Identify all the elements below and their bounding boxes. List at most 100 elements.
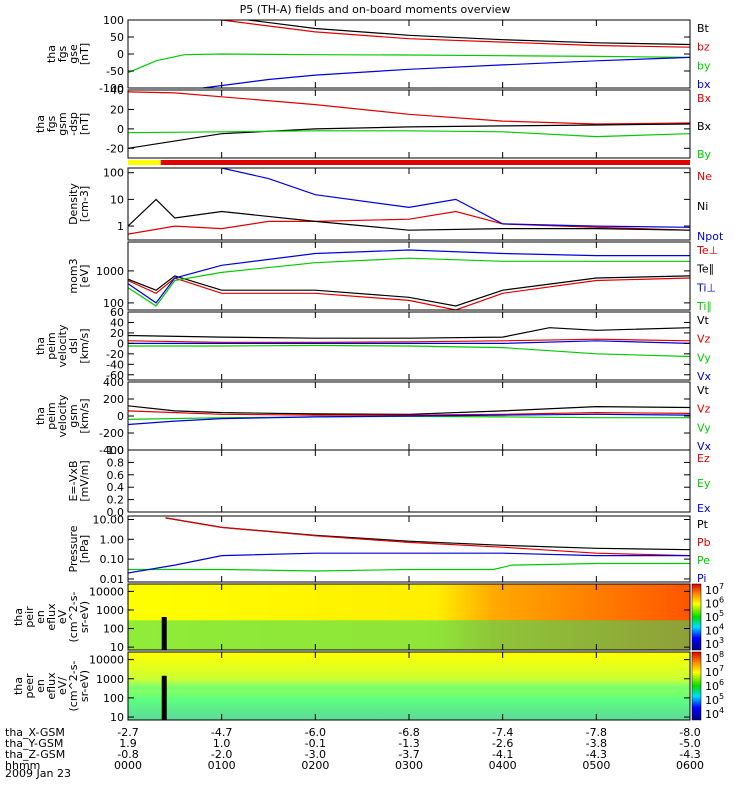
x-axis-tick-label: -4.1 [492,748,513,761]
x-axis-row-label: hhmm [5,759,40,772]
colorbar-tick-label: 107 [705,582,724,597]
y-tick-label: 100 [103,167,124,180]
legend-entry: Vt [697,384,710,397]
y-tick-label: 100 [103,692,124,705]
y-axis-label-line: fgs [45,115,58,132]
colorbar-tick-label: 104 [705,623,724,638]
y-axis-label-line: tha [45,45,58,63]
x-axis-tick-label: -4.3 [679,748,700,761]
y-axis-label-line: Density [67,183,80,225]
x-axis-tick-label: -1.3 [398,737,419,750]
series-line [128,552,690,574]
y-tick-label: 10 [110,641,124,654]
series-line [128,344,690,358]
legend-entry: Bt [697,22,710,35]
y-axis-label-line: fgs [56,45,69,62]
y-tick-label: 0 [117,123,124,136]
mode-strip-red [160,160,691,165]
series-line [128,413,690,426]
chart-title: P5 (TH-A) fields and on-board moments ov… [240,3,511,16]
legend-entry: By [697,148,712,161]
y-axis-label-line: [eV] [78,265,91,288]
y-tick-label: -40 [106,358,124,371]
x-axis-tick-label: -2.0 [211,748,232,761]
y-axis-label-line: velocity [56,394,69,437]
series-line [128,338,690,343]
series-line [128,275,690,307]
legend-entry: Vx [697,440,712,453]
x-axis-tick-label: -7.8 [586,726,607,739]
y-axis-label-line: [km/s] [78,398,91,433]
y-axis-label-line: [mV/m] [78,460,91,501]
colorbar-tick-label: 106 [705,678,724,693]
legend-entry: Bx [697,92,712,105]
legend-entry: Vz [697,403,711,416]
y-axis-label-line: tha [34,407,47,425]
legend-entry: bx [697,78,711,91]
y-tick-label: 0 [117,48,124,61]
x-axis-tick-label: 1.0 [213,737,231,750]
y-axis-label-line: gsm [67,404,80,427]
date-label: 2009 Jan 23 [5,767,71,780]
y-tick-label: 0 [117,410,124,423]
legend-entry: Pe [697,554,710,567]
y-tick-label: 1000 [96,604,124,617]
y-tick-label: -20 [106,142,124,155]
x-axis-tick-label: 0500 [582,759,610,772]
y-axis-label-line: en [34,679,47,693]
colorbar [691,583,702,651]
legend-entry: Vy [697,351,711,364]
y-tick-label: -60 [106,369,124,382]
y-tick-label: 10 [110,711,124,724]
series-line [165,517,690,551]
series-line [128,130,690,138]
x-axis-tick-label: -0.1 [305,737,326,750]
y-axis-label: mom3[eV] [67,258,91,293]
x-axis-row-label: tha_Y-GSM [5,737,63,750]
x-axis-tick-label: -3.0 [305,748,326,761]
y-axis-label-line: gsm [56,112,69,135]
x-axis-row-label: tha_X-GSM [5,726,65,739]
y-axis-label-line: [nT] [78,43,91,65]
y-tick-label: 200 [103,393,124,406]
x-axis-tick-label: -3.8 [586,737,607,750]
legend-entry: Ez [697,452,710,465]
panel-frame [127,449,691,513]
y-axis-label-line: mom3 [67,258,80,293]
x-axis-tick-label: 1.9 [119,737,137,750]
y-axis-label-line: (cm^2-s- [67,661,80,712]
y-axis-label-line: tha [34,115,47,133]
y-axis-label-line: -dsp [67,112,80,136]
legend-entry: Ni [697,200,708,213]
legend-entry: Npot [697,230,724,243]
series-line [221,168,690,228]
y-axis-label-line: eflux [45,603,58,631]
legend-entry: by [697,59,711,72]
x-axis-tick-label: -4.7 [211,726,232,739]
colorbar [691,651,702,721]
y-tick-label: 1000 [96,265,124,278]
legend-entry: Ex [697,502,711,515]
legend-entry: Pi [697,572,706,585]
colorbar-tick-label: 105 [705,609,724,624]
series-line [128,277,690,310]
y-tick-label: -20 [106,348,124,361]
legend-entry: Ti∥ [696,300,712,313]
legend-entry: Vz [697,333,711,346]
legend-entry: Te∥ [696,263,714,276]
y-axis-label-line: tha [12,608,25,626]
y-tick-label: 1 [117,220,124,233]
y-tick-label: 10000 [89,585,124,598]
x-axis-tick-label: -2.6 [492,737,513,750]
legend-entry: Pb [697,536,711,549]
y-tick-label: -200 [99,427,124,440]
y-axis-label-line: en [34,610,47,624]
y-tick-label: 0.2 [107,494,125,507]
x-axis-tick-label: -5.0 [679,737,700,750]
y-axis-label: E=-VxB[mV/m] [67,460,91,501]
spectrogram-gap [161,675,167,720]
series-line [128,53,690,74]
